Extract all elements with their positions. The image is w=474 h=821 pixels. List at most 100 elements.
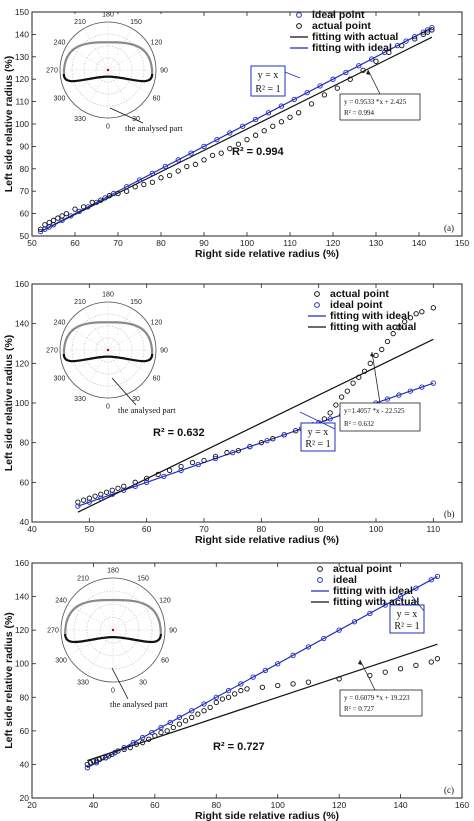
data-point-ideal-point <box>327 416 333 422</box>
data-point-actual-point <box>46 219 52 226</box>
data-point-actual-point <box>434 656 441 662</box>
data-point-actual-point <box>227 145 233 152</box>
polar-spoke <box>112 584 140 631</box>
polar-angle-label: 120 <box>159 598 171 605</box>
data-point-ideal-point <box>291 96 297 103</box>
data-point-ideal <box>434 573 441 580</box>
y-tick-label: 140 <box>15 319 29 329</box>
data-point-actual-point <box>166 467 173 474</box>
polar-angle-label: 60 <box>161 658 169 665</box>
data-point-actual-point <box>207 704 213 711</box>
polar-spoke <box>107 28 133 71</box>
data-point-ideal <box>225 687 232 694</box>
y-axis-label: Left side relative radius (%) <box>3 56 15 193</box>
data-point-actual-point <box>139 739 146 746</box>
ideal-eq-box <box>389 604 425 634</box>
fit-eq-text: y = 0.9533 *x + 2.425 <box>344 98 407 106</box>
fit-r2-text: R² = 0.632 <box>344 420 374 428</box>
data-point-ideal <box>382 602 388 608</box>
chart-panel-3: 20 40 60 80 100 120 140 160 20 40 60 80 100 120 140 160… <box>3 558 469 821</box>
legend-entry: fitting with actual <box>312 31 398 43</box>
data-point-ideal-point <box>175 157 181 163</box>
x-tick-label: 100 <box>240 238 254 248</box>
fit-eq-box <box>339 402 421 432</box>
y-tick-label: 40 <box>20 759 30 769</box>
shape-lower-outline <box>62 353 154 363</box>
data-point-actual-point <box>261 128 267 134</box>
data-point-ideal <box>275 661 281 667</box>
polar-angle-label: 90 <box>160 68 168 75</box>
data-point-actual-point <box>390 330 396 337</box>
data-point-actual-point <box>89 199 95 206</box>
data-point-actual-point <box>327 410 333 416</box>
data-point-actual-point <box>258 440 264 446</box>
shape-lower-outline <box>64 633 162 644</box>
y-tick-label: 160 <box>15 558 29 568</box>
data-point-ideal-point <box>214 137 220 143</box>
y-tick-label: 60 <box>20 477 30 487</box>
shape-upper-outline <box>62 41 154 75</box>
data-point-actual-point <box>270 436 276 442</box>
data-point-actual-point <box>419 309 425 315</box>
data-point-ideal-point <box>240 123 246 129</box>
y-tick-label: 100 <box>15 398 29 408</box>
polar-center <box>106 348 110 352</box>
data-point-ideal <box>305 644 312 650</box>
r-squared-label: R² = 0.994 <box>232 146 285 158</box>
data-point-actual-point <box>72 206 78 212</box>
data-point-ideal <box>103 755 109 761</box>
y-tick-label: 40 <box>20 517 30 527</box>
data-point-actual-point <box>201 157 207 163</box>
data-point-ideal-point <box>330 76 336 82</box>
x-tick-label: 110 <box>283 238 297 248</box>
data-point-actual-point <box>158 729 164 736</box>
x-tick-label: 130 <box>369 238 383 248</box>
data-point-ideal <box>321 635 327 642</box>
data-point-actual-point <box>270 123 276 129</box>
data-point-actual-point <box>321 92 328 98</box>
data-point-actual-point <box>224 449 230 456</box>
x-tick-label: 80 <box>156 238 166 248</box>
data-point-actual-point <box>127 744 133 751</box>
data-point-actual-point <box>192 161 199 167</box>
data-point-ideal <box>189 708 195 714</box>
x-tick-label: 160 <box>455 800 469 810</box>
y-tick-label: 100 <box>15 659 29 669</box>
legend-entry: ideal <box>333 574 357 586</box>
polar-ring <box>86 603 140 657</box>
polar-angle-label: 270 <box>47 628 59 635</box>
data-point-ideal <box>84 765 90 771</box>
x-tick-label: 110 <box>427 524 441 534</box>
data-point-ideal-point <box>178 467 184 474</box>
data-point-ideal <box>112 750 118 756</box>
polar-outer-ring <box>59 301 157 399</box>
data-point-ideal-point <box>429 25 435 31</box>
x-axis-label: Right side relative radius (%) <box>195 534 339 546</box>
polar-angle-label: 240 <box>54 40 66 47</box>
polar-spoke <box>83 308 109 351</box>
data-point-actual-point <box>356 374 362 380</box>
shape-lower-outline <box>62 73 154 83</box>
data-point-ideal <box>250 674 256 680</box>
data-point-actual-point <box>155 471 161 478</box>
x-tick-label: 120 <box>326 238 340 248</box>
data-point-actual-point <box>360 67 366 73</box>
ideal-eq-box <box>300 422 336 452</box>
data-point-actual-point <box>407 315 414 321</box>
polar-spoke <box>107 308 133 351</box>
data-point-actual-point <box>235 447 242 454</box>
data-point-actual-point <box>201 708 207 714</box>
x-tick-label: 70 <box>113 238 123 248</box>
panel-label: (b) <box>444 509 455 519</box>
data-point-ideal-point <box>188 150 194 156</box>
fit-line-fitting-with-ideal <box>86 575 438 769</box>
y-tick-label: 120 <box>15 358 29 368</box>
y-tick-label: 140 <box>15 29 29 39</box>
ideal-eq-text: y = x <box>397 609 418 620</box>
data-point-actual-point <box>402 319 408 325</box>
data-point-actual-point <box>218 150 224 156</box>
data-point-actual-point <box>152 733 158 739</box>
data-point-actual-point <box>158 175 164 181</box>
